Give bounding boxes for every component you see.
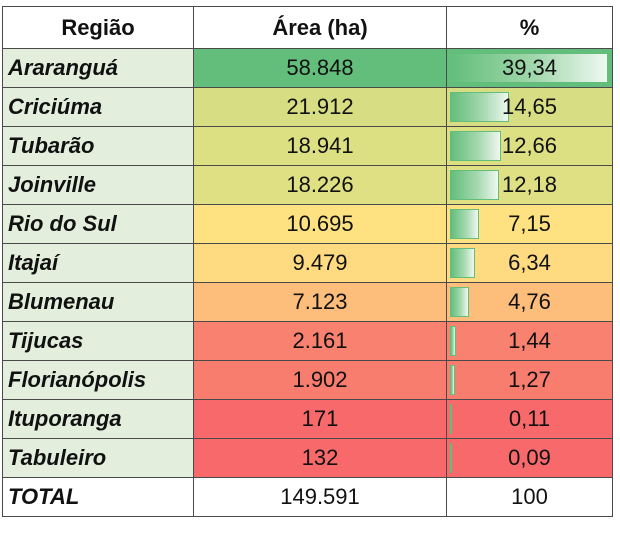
- table-row: Tubarão 18.941 12,66: [2, 126, 613, 166]
- pct-cell: 14,65: [446, 87, 613, 127]
- pct-value: 12,66: [501, 133, 558, 158]
- data-bar: [450, 53, 608, 83]
- area-value: 132: [193, 438, 447, 478]
- header-row: Região Área (ha) %: [2, 6, 613, 49]
- region-name: Florianópolis: [2, 360, 194, 400]
- table-row: Itajaí 9.479 6,34: [2, 243, 613, 283]
- total-pct: 100: [446, 477, 613, 517]
- pct-value: 0,09: [508, 445, 551, 470]
- pct-cell: 4,76: [446, 282, 613, 322]
- data-bar: [450, 131, 501, 161]
- data-bar: [450, 209, 479, 239]
- table-row: Ituporanga 171 0,11: [2, 399, 613, 439]
- area-value: 7.123: [193, 282, 447, 322]
- pct-cell: 6,34: [446, 243, 613, 283]
- pct-value: 7,15: [508, 211, 551, 236]
- pct-value: 14,65: [501, 94, 558, 119]
- total-area: 149.591: [193, 477, 447, 517]
- data-bar: [450, 92, 509, 122]
- pct-cell: 0,11: [446, 399, 613, 439]
- region-name: Tijucas: [2, 321, 194, 361]
- pct-value: 1,44: [508, 328, 551, 353]
- region-name: Criciúma: [2, 87, 194, 127]
- region-name: Blumenau: [2, 282, 194, 322]
- table-row: Tijucas 2.161 1,44: [2, 321, 613, 361]
- pct-value: 4,76: [508, 289, 551, 314]
- area-value: 18.226: [193, 165, 447, 205]
- pct-value: 6,34: [508, 250, 551, 275]
- pct-value: 0,11: [508, 406, 551, 431]
- area-value: 58.848: [193, 48, 447, 88]
- pct-cell: 12,18: [446, 165, 613, 205]
- data-bar: [450, 404, 452, 434]
- area-value: 9.479: [193, 243, 447, 283]
- region-name: Ituporanga: [2, 399, 194, 439]
- pct-cell: 12,66: [446, 126, 613, 166]
- area-value: 171: [193, 399, 447, 439]
- area-value: 1.902: [193, 360, 447, 400]
- pct-cell: 39,34: [446, 48, 613, 88]
- pct-value: 1,27: [508, 367, 551, 392]
- table-row: Tabuleiro 132 0,09: [2, 438, 613, 478]
- data-bar: [450, 365, 456, 395]
- region-name: Itajaí: [2, 243, 194, 283]
- area-value: 18.941: [193, 126, 447, 166]
- data-bar: [450, 248, 476, 278]
- data-bar: [450, 443, 452, 473]
- pct-cell: 0,09: [446, 438, 613, 478]
- header-regiao: Região: [2, 6, 194, 49]
- area-value: 21.912: [193, 87, 447, 127]
- table-row: Florianópolis 1.902 1,27: [2, 360, 613, 400]
- header-pct: %: [446, 6, 613, 49]
- region-name: Tabuleiro: [2, 438, 194, 478]
- area-value: 2.161: [193, 321, 447, 361]
- area-value: 10.695: [193, 204, 447, 244]
- area-table: Região Área (ha) % Araranguá 58.848 39,34 C…: [2, 6, 613, 517]
- region-name: Tubarão: [2, 126, 194, 166]
- header-area: Área (ha): [193, 6, 447, 49]
- pct-cell: 1,44: [446, 321, 613, 361]
- table-row: Araranguá 58.848 39,34: [2, 48, 613, 88]
- pct-cell: 1,27: [446, 360, 613, 400]
- total-row: TOTAL 149.591 100: [2, 477, 613, 517]
- pct-value: 39,34: [501, 55, 558, 80]
- table-row: Criciúma 21.912 14,65: [2, 87, 613, 127]
- total-pct-value: 100: [511, 484, 548, 509]
- table-row: Joinville 18.226 12,18: [2, 165, 613, 205]
- total-label: TOTAL: [2, 477, 194, 517]
- pct-value: 12,18: [501, 172, 558, 197]
- data-bar: [450, 170, 499, 200]
- table-row: Rio do Sul 10.695 7,15: [2, 204, 613, 244]
- data-bar: [450, 326, 456, 356]
- region-name: Joinville: [2, 165, 194, 205]
- region-name: Araranguá: [2, 48, 194, 88]
- data-bar: [450, 287, 470, 317]
- region-name: Rio do Sul: [2, 204, 194, 244]
- table-row: Blumenau 7.123 4,76: [2, 282, 613, 322]
- pct-cell: 7,15: [446, 204, 613, 244]
